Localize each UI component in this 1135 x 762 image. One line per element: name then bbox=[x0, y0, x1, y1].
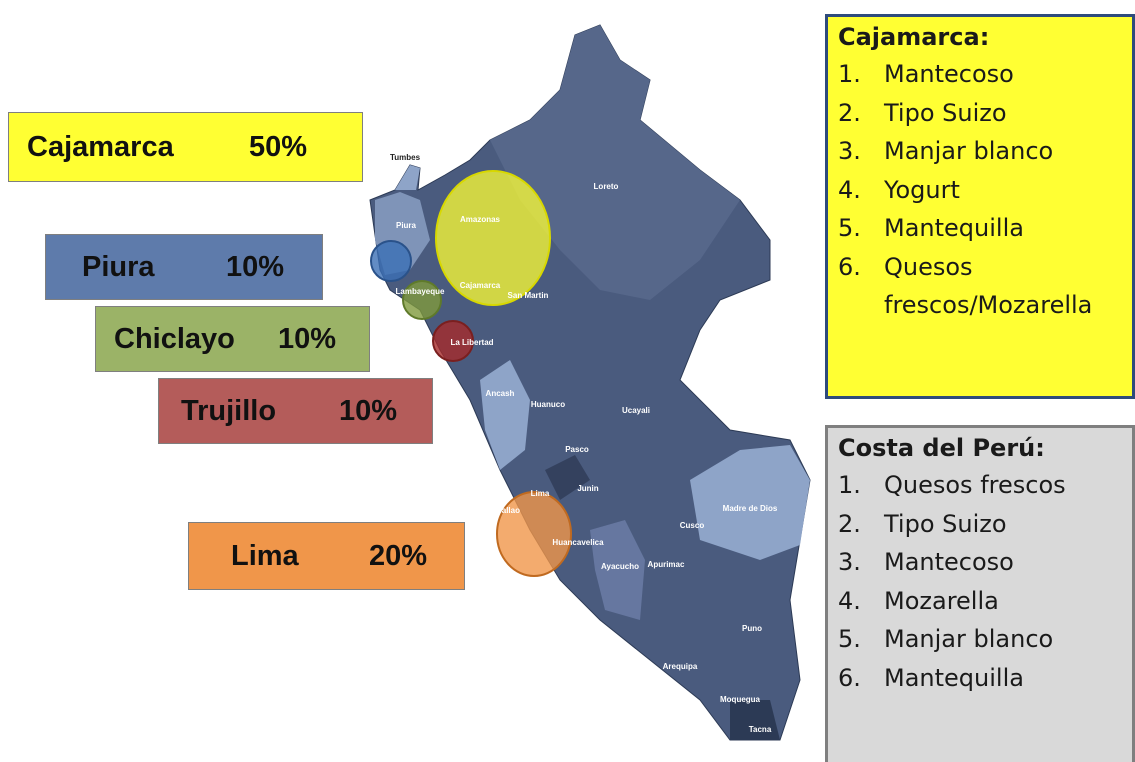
item-number: 2. bbox=[838, 509, 861, 538]
item-number: 4. bbox=[838, 586, 861, 615]
map-label: Ancash bbox=[486, 389, 515, 398]
map-label: Huanuco bbox=[531, 400, 565, 409]
region-share: 10% bbox=[339, 394, 398, 427]
item-text: Mantecoso bbox=[884, 60, 1014, 88]
list-item: 4. Mozarella bbox=[838, 582, 1122, 621]
map-label: Cusco bbox=[680, 521, 705, 530]
region-tacna bbox=[730, 700, 780, 740]
region-tag: Trujillo 10% bbox=[158, 378, 433, 444]
highlight-chiclayo bbox=[402, 280, 442, 320]
map-label: Apurimac bbox=[648, 560, 685, 569]
map-label: Huancavelica bbox=[552, 538, 604, 547]
region-name: Trujillo bbox=[181, 394, 277, 427]
region-ancash bbox=[480, 360, 530, 470]
item-text: Mozarella bbox=[884, 586, 999, 615]
map-label: San Martin bbox=[508, 291, 549, 300]
list-item: 6. Mantequilla bbox=[838, 659, 1122, 698]
map-label: Arequipa bbox=[663, 662, 698, 671]
map-label: Junin bbox=[577, 484, 598, 493]
item-number: 6. bbox=[838, 252, 861, 281]
map-label: La Libertad bbox=[450, 338, 493, 347]
region-name: Cajamarca bbox=[27, 130, 174, 163]
list-item: 5. Manjar blanco bbox=[838, 620, 1122, 659]
list-item: 6. Quesos frescos/Mozarella bbox=[838, 248, 1122, 325]
map-label: Pasco bbox=[565, 445, 589, 454]
item-text: Tipo Suizo bbox=[884, 509, 1007, 538]
list-item: 2. Tipo Suizo bbox=[838, 505, 1122, 544]
map-label: Callao bbox=[496, 506, 520, 515]
highlight-lima bbox=[496, 491, 572, 577]
map-label: Moquegua bbox=[720, 695, 761, 704]
region-tag: Piura 10% bbox=[45, 234, 323, 300]
region-madre-de-dios bbox=[690, 445, 810, 560]
item-number: 5. bbox=[838, 625, 861, 653]
list-item: 4. Yogurt bbox=[838, 171, 1122, 210]
map-label: Puno bbox=[742, 624, 762, 633]
map-label: Lima bbox=[531, 489, 550, 498]
item-text: Yogurt bbox=[884, 175, 960, 204]
product-list: Cajamarca: 1. Mantecoso 2. Tipo Suizo 3. Manj… bbox=[825, 14, 1135, 399]
map-label: Madre de Dios bbox=[723, 504, 778, 513]
item-number: 1. bbox=[838, 60, 861, 88]
list-title: Cajamarca: bbox=[838, 23, 990, 51]
highlight-trujillo bbox=[432, 320, 474, 362]
region-name: Piura bbox=[82, 250, 155, 283]
item-number: 6. bbox=[838, 663, 861, 692]
region-loreto bbox=[490, 25, 740, 300]
item-text: Tipo Suizo bbox=[884, 98, 1007, 127]
map-label: Lambayeque bbox=[396, 287, 445, 296]
map-label: Amazonas bbox=[460, 215, 501, 224]
product-list: Costa del Perú: 1. Quesos frescos 2. Tipo S… bbox=[825, 425, 1135, 762]
item-number: 5. bbox=[838, 214, 861, 242]
list-item: 5. Mantequilla bbox=[838, 209, 1122, 248]
map-label: Cajamarca bbox=[460, 281, 501, 290]
region-tag: Cajamarca 50% bbox=[8, 112, 363, 182]
map-label: Piura bbox=[396, 221, 417, 230]
highlight-piura bbox=[370, 240, 412, 282]
map-label: Ica bbox=[566, 596, 578, 605]
item-number: 1. bbox=[838, 471, 861, 499]
item-text: Mantequilla bbox=[884, 663, 1024, 692]
map-label: Tumbes bbox=[390, 153, 421, 162]
region-tag: Chiclayo 10% bbox=[95, 306, 370, 372]
item-text: Quesos frescos bbox=[884, 471, 1066, 499]
region-share: 20% bbox=[369, 539, 428, 572]
item-text: Mantecoso bbox=[884, 548, 1014, 576]
map-label: Ayacucho bbox=[601, 562, 639, 571]
region-ayacucho bbox=[590, 520, 645, 620]
region-tumbes bbox=[395, 165, 420, 190]
map-label: Loreto bbox=[594, 182, 619, 191]
list-item: 1. Mantecoso bbox=[838, 55, 1122, 94]
item-number: 3. bbox=[838, 548, 861, 576]
item-text: Manjar blanco bbox=[884, 625, 1054, 653]
region-name: Lima bbox=[231, 539, 299, 572]
item-text: Manjar blanco bbox=[884, 137, 1054, 165]
region-share: 10% bbox=[226, 250, 285, 283]
list-item: 2. Tipo Suizo bbox=[838, 94, 1122, 133]
list-item: 1. Quesos frescos bbox=[838, 466, 1122, 505]
list-title: Costa del Perú: bbox=[838, 434, 1045, 462]
highlight-cajamarca bbox=[435, 170, 551, 306]
region-tag: Lima 20% bbox=[188, 522, 465, 590]
region-name: Chiclayo bbox=[114, 322, 235, 355]
item-text: Quesos frescos/Mozarella bbox=[884, 252, 1093, 320]
map-label: Ucayali bbox=[622, 406, 650, 415]
region-share: 50% bbox=[249, 130, 308, 163]
list-item: 3. Manjar blanco bbox=[838, 132, 1122, 171]
list-item: 3. Mantecoso bbox=[838, 543, 1122, 582]
item-number: 2. bbox=[838, 98, 861, 127]
region-share: 10% bbox=[278, 322, 337, 355]
item-number: 3. bbox=[838, 137, 861, 165]
region-pasco bbox=[545, 455, 590, 500]
item-text: Mantequilla bbox=[884, 214, 1024, 242]
item-number: 4. bbox=[838, 175, 861, 204]
map-label: Tacna bbox=[749, 725, 772, 734]
